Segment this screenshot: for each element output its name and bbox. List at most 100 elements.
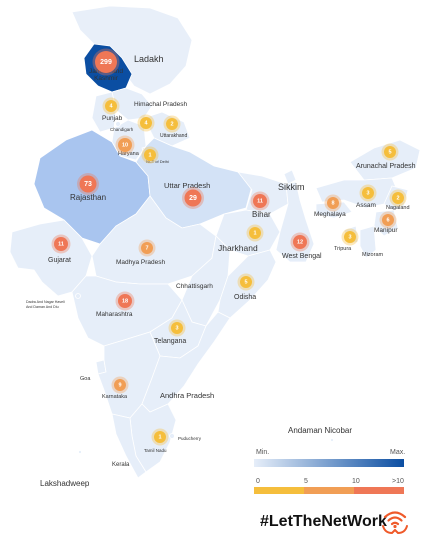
label-goa: Goa xyxy=(80,376,91,382)
bubble-value: 18 xyxy=(122,299,128,305)
bubble-value: 12 xyxy=(297,240,303,246)
bubble-punjab[interactable]: 4 xyxy=(102,97,120,115)
legend-tick-5: 5 xyxy=(304,478,308,485)
label-rajasthan: Rajasthan xyxy=(70,193,106,202)
bubble-wb[interactable]: 12 xyxy=(290,232,310,252)
bubble-manipur[interactable]: 6 xyxy=(379,211,397,229)
bubble-maharashtra[interactable]: 18 xyxy=(115,291,135,311)
region-puducherry[interactable] xyxy=(169,433,175,439)
bubble-circle xyxy=(54,237,68,251)
region-up[interactable] xyxy=(135,137,253,229)
legend-gradient-bar xyxy=(254,459,404,467)
region-bihar[interactable] xyxy=(237,171,289,215)
bubble-delhi[interactable]: 1 xyxy=(141,146,159,164)
bubble-circle xyxy=(382,214,394,226)
bubble-value: 7 xyxy=(145,246,148,252)
bubble-value: 2 xyxy=(396,196,399,202)
bubble-meghalaya[interactable]: 8 xyxy=(324,194,342,212)
legend-bucket-low xyxy=(254,487,304,494)
bubble-circle xyxy=(114,379,126,391)
bubble-up[interactable]: 29 xyxy=(182,187,204,209)
label-wb: West Bengal xyxy=(282,253,322,260)
bubble-value: 29 xyxy=(189,195,197,202)
bubble-bihar[interactable]: 11 xyxy=(250,191,270,211)
bubble-circle xyxy=(118,294,132,308)
bubble-value: 10 xyxy=(122,143,128,149)
bubble-tn[interactable]: 1 xyxy=(151,428,169,446)
label-delhi: NCT of Delhi xyxy=(146,159,169,164)
bubble-uttarakhand[interactable]: 2 xyxy=(163,115,181,133)
bubble-karnataka[interactable]: 9 xyxy=(111,376,129,394)
bubble-circle xyxy=(344,231,356,243)
label-jharkhand: Jharkhand xyxy=(218,243,258,253)
region-meghalaya[interactable] xyxy=(315,201,353,219)
bubble-value: 6 xyxy=(386,218,389,224)
bubble-odisha[interactable]: 5 xyxy=(237,273,255,291)
bubble-value: 11 xyxy=(58,242,64,248)
bubble-rajasthan[interactable]: 73 xyxy=(77,173,99,195)
label-tripura: Tripura xyxy=(334,246,352,252)
bubble-circle xyxy=(249,227,261,239)
regions-layer xyxy=(9,5,421,479)
legend-tick-gt10: >10 xyxy=(392,478,404,485)
bubble-value: 299 xyxy=(100,59,112,66)
bubble-circle xyxy=(384,146,396,158)
region-sikkim[interactable] xyxy=(283,169,297,185)
bubble-circle xyxy=(253,194,267,208)
bubble-value: 1 xyxy=(148,153,151,159)
region-kerala[interactable] xyxy=(111,413,147,479)
region-hp[interactable] xyxy=(111,87,153,121)
bubble-circle xyxy=(154,431,166,443)
region-lakshadweep[interactable] xyxy=(78,450,82,454)
bubble-jharkhand[interactable]: 1 xyxy=(246,224,264,242)
label-karnataka: Karnataka xyxy=(102,394,128,400)
region-dnh[interactable] xyxy=(75,293,81,299)
bubble-value: 73 xyxy=(84,181,92,188)
bubble-circle xyxy=(171,322,183,334)
label-jk-2: Kashmir xyxy=(94,75,119,82)
bubble-value: 3 xyxy=(175,326,178,332)
bubble-hp[interactable]: 4 xyxy=(137,114,155,132)
bubble-nagaland[interactable]: 2 xyxy=(389,189,407,207)
bubble-haryana[interactable]: 10 xyxy=(115,135,135,155)
label-lakshadweep: Lakshadweep xyxy=(40,479,90,488)
label-puducherry: Puducherry xyxy=(178,436,202,441)
label-ap: Andhra Pradesh xyxy=(160,391,214,400)
region-chandigarh[interactable] xyxy=(115,121,121,127)
bubble-circle xyxy=(362,187,374,199)
region-andaman[interactable] xyxy=(330,438,334,442)
bubble-gujarat[interactable]: 11 xyxy=(51,234,71,254)
label-assam: Assam xyxy=(356,202,376,209)
bubble-mp[interactable]: 7 xyxy=(138,239,156,257)
bubble-circle xyxy=(118,138,132,152)
label-meghalaya: Meghalaya xyxy=(314,211,346,218)
label-chandigarh: Chandigarh xyxy=(110,127,134,132)
bubbles-layer: 299 4 4 2 10 1 73 29 11 5 3 2 8 6 3 11 7 1 12 5 18 3 9 1 xyxy=(51,48,407,446)
bubble-value: 2 xyxy=(170,122,173,128)
bubble-tripura[interactable]: 3 xyxy=(341,228,359,246)
label-arunachal: Arunachal Pradesh xyxy=(356,163,416,170)
label-andaman: Andaman Nicobar xyxy=(288,426,352,435)
label-bihar: Bihar xyxy=(252,210,271,219)
label-nagaland: Nagaland xyxy=(386,205,410,211)
bubble-value: 1 xyxy=(158,435,161,441)
bubble-circle xyxy=(79,175,97,193)
label-up: Uttar Pradesh xyxy=(164,181,210,190)
bubble-value: 3 xyxy=(366,191,369,197)
legend-bucket-high xyxy=(354,487,404,494)
bubble-value: 4 xyxy=(144,121,148,127)
bubble-value: 9 xyxy=(118,383,121,389)
label-ladakh: Ladakh xyxy=(134,54,164,64)
label-maharashtra: Maharashtra xyxy=(96,311,133,318)
label-dnh-1: Dadra And Nagar Haveli xyxy=(26,300,65,304)
bubble-value: 1 xyxy=(253,231,256,237)
region-mizoram[interactable] xyxy=(359,225,377,259)
bubble-telangana[interactable]: 3 xyxy=(168,319,186,337)
legend-max-label: Max. xyxy=(390,449,405,456)
bubble-arunachal[interactable]: 5 xyxy=(381,143,399,161)
label-uttarakhand: Uttarakhand xyxy=(160,133,187,139)
bubble-jk[interactable]: 299 xyxy=(92,48,120,76)
label-dnh-2: And Daman And Diu xyxy=(26,305,59,309)
bubble-assam[interactable]: 3 xyxy=(359,184,377,202)
brand-hashtag: #LetTheNetWork xyxy=(260,513,387,530)
